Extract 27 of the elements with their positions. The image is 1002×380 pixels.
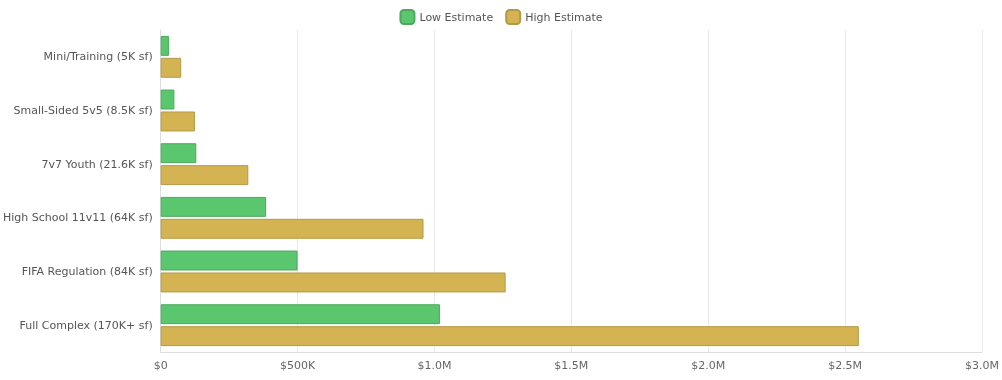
y-tick-label: Full Complex (170K+ sf): [19, 318, 153, 332]
y-tick-label: 7v7 Youth (21.6K sf): [41, 157, 153, 171]
y-tick-label: FIFA Regulation (84K sf): [21, 265, 153, 278]
x-tick-label: $3.0M: [965, 359, 999, 372]
bar: [160, 57, 182, 78]
y-tick-label: High School 11v11 (64K sf): [3, 211, 153, 225]
bar: [160, 89, 175, 110]
bar: [160, 250, 298, 271]
legend-label: High Estimate: [525, 10, 603, 24]
bar: [160, 111, 195, 132]
x-tick-label: $500K: [279, 359, 316, 372]
bar: [160, 143, 197, 164]
y-tick-label: Mini/Training (5K sf): [43, 50, 153, 64]
x-tick-label: $2.5M: [828, 359, 863, 372]
bar: [160, 326, 859, 347]
x-tick-label: $1.5M: [554, 359, 589, 372]
bar: [160, 218, 424, 239]
bar: [160, 35, 169, 56]
bar: [160, 165, 249, 186]
bar: [160, 196, 267, 217]
legend-label: Low Estimate: [419, 10, 494, 24]
x-tick-label: $2.0M: [691, 359, 726, 372]
x-tick-label: $0: [153, 359, 168, 372]
x-tick-label: $1.0M: [417, 359, 452, 372]
bar: [160, 304, 440, 325]
y-tick-label: Small-Sided 5v5 (8.5K sf): [13, 104, 153, 117]
bar: [160, 272, 506, 293]
